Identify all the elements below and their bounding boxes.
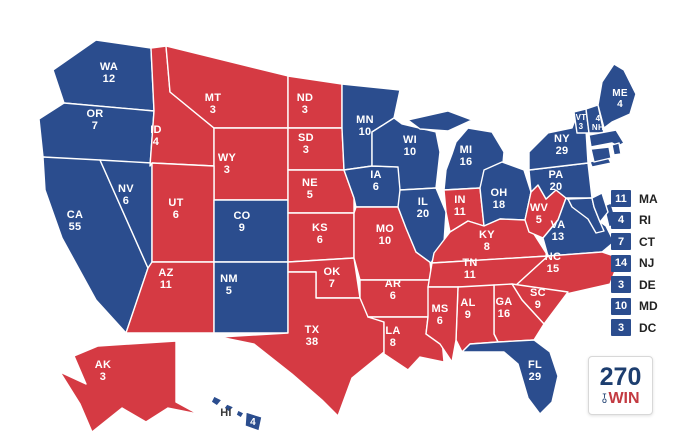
state-nd[interactable] <box>287 75 343 129</box>
state-nm[interactable] <box>213 261 289 334</box>
state-wi[interactable] <box>371 117 441 191</box>
state-fl[interactable] <box>461 339 559 415</box>
legend-abbr-NJ: NJ <box>639 256 655 270</box>
state-pa[interactable] <box>528 162 593 200</box>
state-co[interactable] <box>213 199 289 263</box>
legend-item-RI: 4 RI <box>611 211 658 229</box>
legend-item-DC: 3 DC <box>611 319 658 336</box>
state-ar[interactable] <box>359 279 433 318</box>
logo-270-text: 270 <box>599 362 642 391</box>
legend-abbr-MD: MD <box>639 299 658 313</box>
legend-item-MA: 11 MA <box>611 190 658 207</box>
legend-abbr-DC: DC <box>639 320 657 335</box>
legend-votes-box-DE: 3 <box>611 276 631 293</box>
legend-item-MD: 10 MD <box>611 297 658 315</box>
state-ut[interactable] <box>151 162 215 263</box>
state-hi[interactable] <box>210 395 263 432</box>
state-sd[interactable] <box>287 127 345 171</box>
legend-abbr-DE: DE <box>639 277 656 292</box>
legend-votes-box-RI: 4 <box>611 211 631 229</box>
legend-votes-box-NJ: 14 <box>611 254 631 272</box>
legend-votes-box-DC: 3 <box>611 319 631 336</box>
state-az[interactable] <box>125 261 215 334</box>
legend: 11 MA 4 RI 7 CT 14 NJ 3 DE 10 MD 3 DC <box>611 190 658 336</box>
state-il[interactable] <box>397 187 447 264</box>
state-ms[interactable] <box>425 286 459 363</box>
state-ne[interactable] <box>287 169 355 214</box>
270towin-logo[interactable]: 270 TO WIN <box>588 356 653 415</box>
legend-votes-box-MA: 11 <box>611 190 631 207</box>
state-wy[interactable] <box>213 127 289 201</box>
legend-item-CT: 7 CT <box>611 233 658 250</box>
state-wa[interactable] <box>52 39 155 112</box>
legend-abbr-RI: RI <box>639 213 651 227</box>
state-ct[interactable] <box>590 146 612 163</box>
state-or[interactable] <box>38 102 155 167</box>
logo-to-text: TO <box>601 393 608 404</box>
legend-item-NJ: 14 NJ <box>611 254 658 272</box>
state-ri[interactable] <box>611 142 622 156</box>
legend-votes-box-CT: 7 <box>611 233 631 250</box>
legend-abbr-MA: MA <box>639 191 658 206</box>
legend-votes-box-MD: 10 <box>611 297 631 315</box>
state-oh[interactable] <box>479 161 532 227</box>
state-tx[interactable] <box>219 271 385 417</box>
state-nj[interactable] <box>591 192 609 223</box>
legend-item-DE: 3 DE <box>611 276 658 293</box>
legend-abbr-CT: CT <box>639 234 655 249</box>
state-ks[interactable] <box>287 212 355 263</box>
state-me[interactable] <box>597 63 637 129</box>
state-ak[interactable] <box>59 340 199 433</box>
logo-win-text: WIN <box>608 389 640 407</box>
